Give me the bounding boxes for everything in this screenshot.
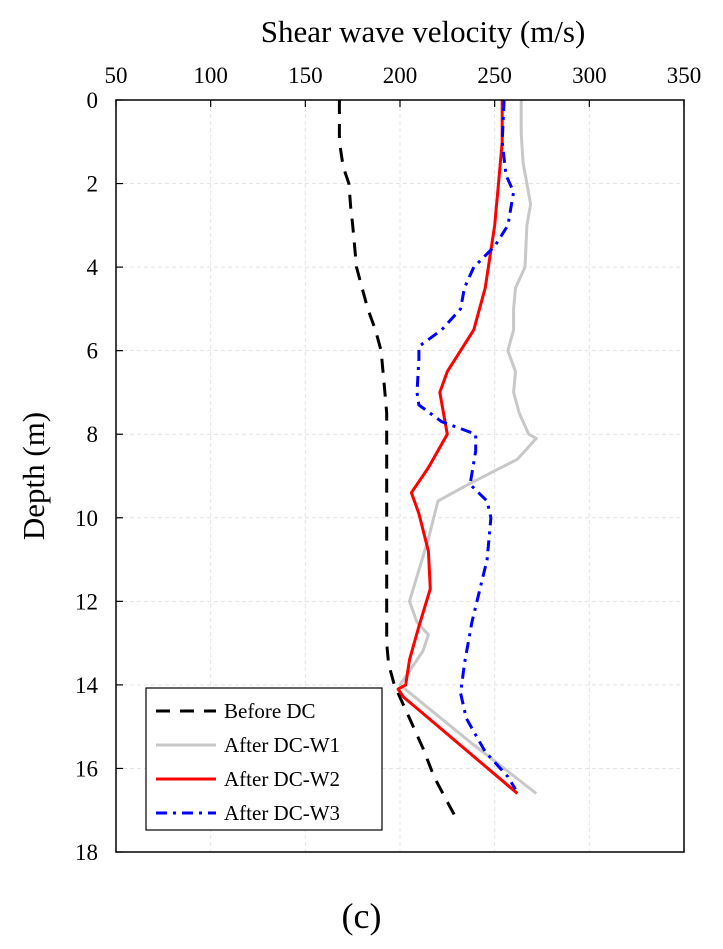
- y-tick-label: 16: [75, 756, 98, 781]
- y-axis-title: Depth (m): [16, 412, 51, 540]
- legend-label-after-dc-w3: After DC-W3: [224, 801, 340, 825]
- legend-label-after-dc-w2: After DC-W2: [224, 767, 340, 791]
- x-tick-label: 350: [667, 63, 702, 88]
- series-line-after-dc-w2: [396, 100, 519, 795]
- legend-label-after-dc-w1: After DC-W1: [224, 733, 340, 757]
- x-axis-title: Shear wave velocity (m/s): [261, 14, 586, 49]
- y-tick-label: 4: [87, 255, 99, 280]
- x-tick-label: 200: [383, 63, 418, 88]
- y-tick-label: 0: [87, 88, 99, 113]
- x-tick-label: 300: [572, 63, 607, 88]
- x-tick-label: 150: [288, 63, 323, 88]
- y-tick-label: 10: [75, 506, 98, 531]
- y-tick-label: 12: [75, 589, 98, 614]
- legend-label-before-dc: Before DC: [224, 699, 316, 723]
- x-tick-label: 250: [477, 63, 512, 88]
- x-tick-label: 100: [193, 63, 228, 88]
- y-tick-label: 2: [87, 172, 99, 197]
- y-tick-label: 18: [75, 840, 98, 865]
- y-tick-label: 8: [87, 422, 99, 447]
- y-tick-label: 14: [75, 673, 99, 698]
- y-axis-ticks: 0 2 4 6 8 10 12 14 16 18: [75, 88, 123, 865]
- series-line-after-dc-w3: [415, 99, 517, 791]
- legend: Before DC After DC-W1 After DC-W2 After DC-…: [145, 687, 383, 831]
- panel-label: (c): [341, 896, 382, 936]
- x-tick-label: 50: [105, 63, 128, 88]
- y-tick-label: 6: [87, 339, 99, 364]
- series-line-after-dc-w1: [398, 100, 538, 795]
- series-lines: [337, 99, 538, 824]
- x-axis-ticks: 50 100 150 200 250 300 350: [105, 63, 702, 107]
